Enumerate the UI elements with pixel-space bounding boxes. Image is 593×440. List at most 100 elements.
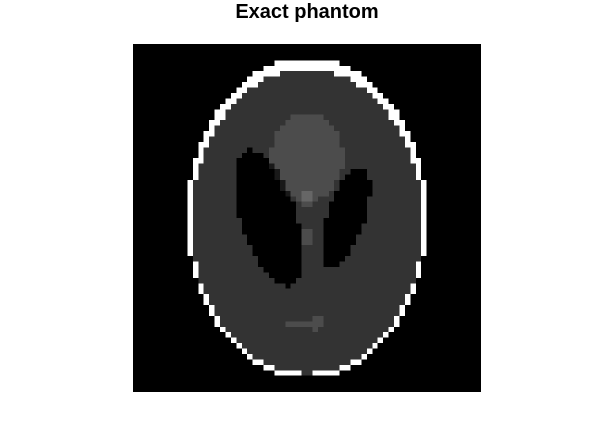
phantom-pixel	[323, 201, 329, 208]
phantom-pixel	[350, 283, 356, 289]
phantom-pixel	[274, 315, 280, 322]
phantom-pixel	[192, 158, 199, 164]
phantom-pixel	[203, 223, 210, 229]
phantom-pixel	[220, 201, 226, 208]
phantom-pixel	[274, 131, 280, 137]
phantom-pixel	[388, 114, 395, 121]
phantom-pixel	[317, 359, 324, 365]
phantom-pixel	[236, 310, 242, 316]
phantom-pixel	[296, 190, 302, 197]
phantom-pixel	[323, 185, 329, 191]
phantom-pixel	[410, 218, 416, 224]
phantom-pixel	[328, 310, 335, 316]
phantom-pixel	[236, 250, 242, 257]
phantom-pixel	[366, 277, 373, 284]
phantom-pixel	[258, 310, 264, 316]
phantom-pixel	[317, 305, 324, 311]
phantom-pixel	[366, 114, 373, 121]
phantom-pixel	[252, 310, 259, 316]
phantom-pixel	[355, 114, 362, 121]
phantom-pixel	[366, 294, 373, 300]
phantom-pixel	[312, 212, 318, 219]
phantom-pixel	[350, 92, 356, 99]
phantom-pixel	[328, 71, 335, 77]
phantom-pixel	[394, 294, 400, 300]
phantom-pixel	[279, 169, 286, 175]
phantom-pixel	[236, 332, 242, 338]
phantom-pixel	[290, 141, 297, 148]
phantom-pixel	[317, 223, 324, 229]
phantom-pixel	[247, 305, 253, 311]
phantom-pixel	[421, 190, 427, 197]
phantom-pixel	[383, 321, 389, 327]
phantom-pixel	[252, 321, 259, 327]
phantom-pixel	[307, 348, 313, 354]
phantom-pixel	[225, 277, 231, 284]
phantom-pixel	[307, 60, 313, 66]
phantom-pixel	[328, 359, 335, 365]
phantom-pixel	[323, 207, 329, 213]
phantom-pixel	[230, 332, 237, 338]
phantom-pixel	[225, 272, 231, 278]
phantom-pixel	[372, 141, 378, 148]
phantom-pixel	[290, 71, 297, 77]
phantom-pixel	[334, 277, 340, 284]
phantom-pixel	[198, 223, 204, 229]
phantom-pixel	[377, 158, 384, 164]
phantom-pixel	[415, 261, 422, 267]
phantom-pixel	[404, 163, 411, 170]
phantom-pixel	[241, 332, 248, 338]
phantom-pixel	[404, 299, 411, 306]
phantom-pixel	[404, 239, 411, 246]
phantom-pixel	[203, 131, 210, 137]
phantom-pixel	[187, 190, 193, 197]
phantom-pixel	[355, 305, 362, 311]
phantom-pixel	[296, 136, 302, 142]
phantom-pixel	[214, 261, 221, 267]
phantom-pixel	[296, 185, 302, 191]
phantom-pixel	[241, 98, 248, 104]
phantom-pixel	[372, 185, 378, 191]
phantom-pixel	[307, 196, 313, 202]
phantom-pixel	[366, 250, 373, 257]
phantom-pixel	[203, 266, 210, 273]
phantom-pixel	[366, 163, 373, 170]
phantom-pixel	[296, 294, 302, 300]
phantom-pixel	[268, 141, 275, 148]
phantom-pixel	[290, 82, 297, 88]
phantom-pixel	[415, 256, 422, 262]
phantom-pixel	[388, 223, 395, 229]
phantom-pixel	[334, 60, 340, 66]
phantom-pixel	[209, 218, 215, 224]
phantom-pixel	[410, 196, 416, 202]
phantom-pixel	[225, 147, 231, 153]
phantom-pixel	[328, 120, 335, 126]
phantom-pixel	[350, 103, 356, 110]
phantom-pixel	[252, 98, 259, 104]
phantom-pixel	[247, 245, 253, 251]
phantom-pixel	[366, 98, 373, 104]
phantom-pixel	[415, 201, 422, 208]
phantom-pixel	[328, 131, 335, 137]
phantom-pixel	[279, 315, 286, 322]
phantom-pixel	[404, 294, 411, 300]
phantom-pixel	[236, 223, 242, 229]
phantom-pixel	[404, 179, 411, 186]
phantom-pixel	[372, 256, 378, 262]
phantom-pixel	[399, 266, 405, 273]
phantom-pixel	[285, 82, 291, 88]
phantom-pixel	[258, 353, 264, 360]
phantom-pixel	[252, 76, 259, 83]
phantom-pixel	[366, 283, 373, 289]
phantom-pixel	[252, 305, 259, 311]
phantom-pixel	[372, 103, 378, 110]
phantom-pixel	[350, 152, 356, 159]
phantom-pixel	[404, 272, 411, 278]
phantom-pixel	[252, 299, 259, 306]
phantom-pixel	[290, 359, 297, 365]
phantom-pixel	[350, 250, 356, 257]
phantom-pixel	[361, 109, 367, 115]
phantom-pixel	[296, 207, 302, 213]
phantom-pixel	[296, 174, 302, 180]
phantom-pixel	[225, 234, 231, 240]
